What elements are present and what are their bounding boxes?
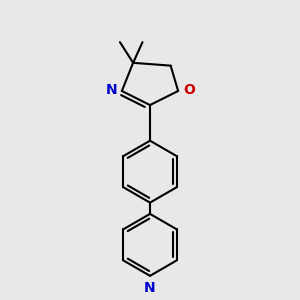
Text: O: O bbox=[183, 83, 195, 97]
Text: N: N bbox=[106, 83, 117, 97]
Text: N: N bbox=[144, 280, 156, 295]
